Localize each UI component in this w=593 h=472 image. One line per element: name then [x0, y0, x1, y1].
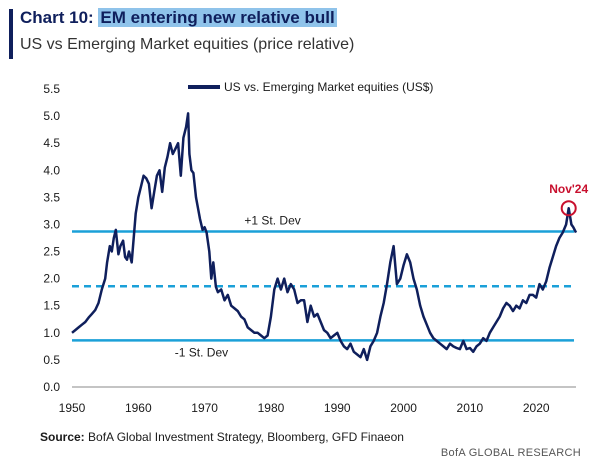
minus-stdev-label: -1 St. Dev	[175, 345, 228, 359]
nov24-highlight-circle	[560, 200, 577, 217]
chart-title-highlight: EM entering new relative bull	[98, 8, 337, 27]
x-tick-label: 1960	[125, 401, 152, 415]
title-accent-bar	[9, 9, 13, 59]
chart-legend: US vs. Emerging Market equities (US$)	[188, 80, 433, 94]
plus-stdev-label: +1 St. Dev	[244, 213, 300, 227]
legend-label: US vs. Emerging Market equities (US$)	[224, 80, 434, 94]
y-tick-label: 1.0	[43, 326, 60, 340]
x-tick-label: 2010	[457, 401, 484, 415]
x-tick-label: 1950	[59, 401, 86, 415]
nov24-label: Nov'24	[549, 182, 588, 196]
y-tick-label: 5.5	[43, 82, 60, 96]
source-text: BofA Global Investment Strategy, Bloombe…	[84, 430, 404, 444]
legend-swatch	[188, 85, 220, 89]
x-tick-label: 1990	[324, 401, 351, 415]
brand-label: BofA GLOBAL RESEARCH	[440, 447, 581, 459]
chart-title-prefix: Chart 10:	[20, 8, 99, 27]
y-tick-label: 5.0	[43, 109, 60, 123]
chart-subtitle: US vs Emerging Market equities (price re…	[20, 36, 355, 53]
y-tick-label: 3.5	[43, 190, 60, 204]
y-tick-label: 2.5	[43, 245, 60, 259]
source-note: Source: BofA Global Investment Strategy,…	[40, 430, 404, 444]
x-tick-label: 1980	[258, 401, 285, 415]
x-tick-label: 2020	[523, 401, 550, 415]
y-tick-label: 0.0	[43, 380, 60, 394]
chart-title: Chart 10: EM entering new relative bull	[20, 8, 337, 28]
y-tick-label: 2.0	[43, 272, 60, 286]
x-tick-label: 2000	[390, 401, 417, 415]
y-tick-label: 4.0	[43, 163, 60, 177]
y-tick-label: 4.5	[43, 136, 60, 150]
y-tick-label: 3.0	[43, 217, 60, 231]
y-tick-label: 1.5	[43, 299, 60, 313]
series-line	[71, 112, 578, 362]
x-tick-label: 1970	[191, 401, 218, 415]
source-label: Source:	[40, 430, 85, 444]
y-tick-label: 0.5	[43, 353, 60, 367]
